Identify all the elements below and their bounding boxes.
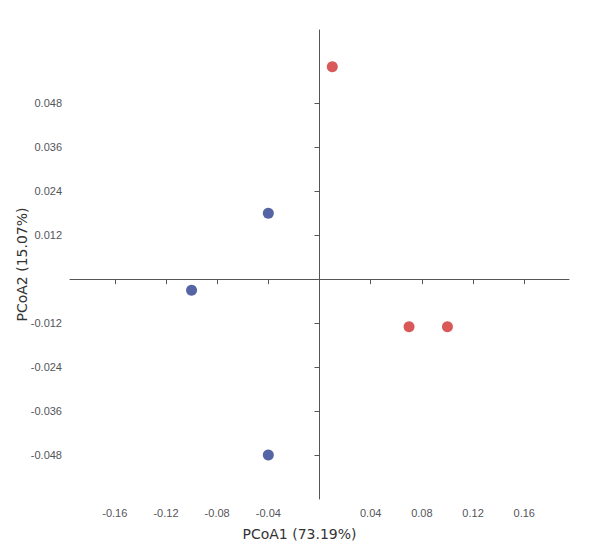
svg-text:PCoA2 (15.07%): PCoA2 (15.07%)	[14, 207, 30, 321]
svg-text:-0.12: -0.12	[153, 507, 178, 519]
svg-text:0.04: 0.04	[360, 507, 381, 519]
svg-text:-0.012: -0.012	[31, 317, 62, 329]
svg-text:-0.08: -0.08	[205, 507, 230, 519]
svg-text:0.16: 0.16	[514, 507, 535, 519]
svg-text:-0.16: -0.16	[102, 507, 127, 519]
svg-text:0.012: 0.012	[34, 229, 62, 241]
svg-text:PCoA1 (73.19%): PCoA1 (73.19%)	[242, 526, 356, 542]
svg-text:0.12: 0.12	[462, 507, 483, 519]
svg-text:0.036: 0.036	[34, 141, 62, 153]
svg-text:0.048: 0.048	[34, 97, 62, 109]
svg-text:-0.048: -0.048	[31, 449, 62, 461]
svg-text:0.08: 0.08	[411, 507, 432, 519]
svg-text:-0.036: -0.036	[31, 405, 62, 417]
svg-text:0.024: 0.024	[34, 185, 62, 197]
svg-text:-0.04: -0.04	[256, 507, 281, 519]
svg-text:-0.024: -0.024	[31, 361, 62, 373]
